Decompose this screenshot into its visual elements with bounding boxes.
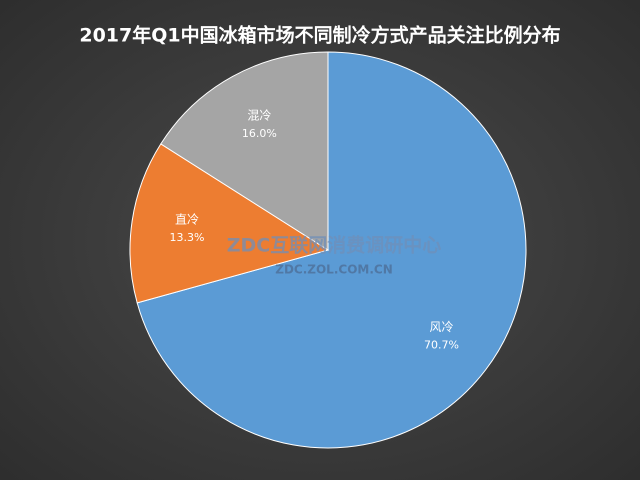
value-label: 13.3% (170, 231, 205, 244)
value-label: 16.0% (242, 127, 277, 140)
slice-label: 直冷 (175, 213, 199, 227)
chart-title: 2017年Q1中国冰箱市场不同制冷方式产品关注比例分布 (79, 24, 560, 47)
pie (129, 51, 527, 449)
watermark-url: ZDC.ZOL.COM.CN (275, 263, 393, 277)
pie-slice (129, 143, 330, 304)
slice-label: 风冷 (429, 320, 453, 334)
value-label: 70.7% (424, 338, 459, 351)
watermark: ZDC互联网消费调研中心 (227, 234, 442, 257)
pie-slice (136, 51, 527, 449)
pie-slice (160, 51, 329, 251)
slice-label: 混冷 (247, 109, 271, 123)
